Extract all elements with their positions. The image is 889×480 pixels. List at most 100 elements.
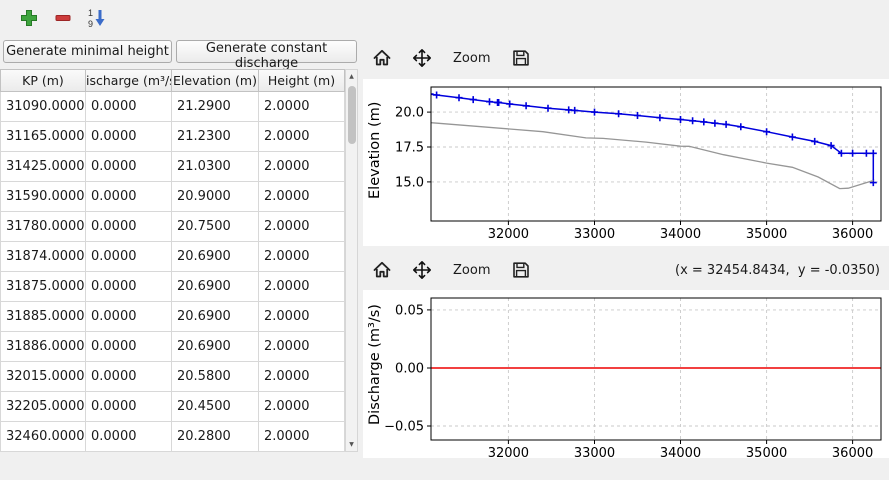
- table-cell-kp[interactable]: 32460.0000: [0, 422, 86, 452]
- svg-text:33000: 33000: [574, 446, 615, 458]
- table-cell-kp[interactable]: 31590.0000: [0, 182, 86, 212]
- home-button[interactable]: [368, 44, 396, 72]
- home-button[interactable]: [368, 256, 396, 284]
- table-cell-kp[interactable]: 31090.0000: [0, 92, 86, 122]
- svg-text:34000: 34000: [660, 446, 701, 458]
- table-row: 31165.0000 0.0000 21.2300 2.0000: [0, 122, 345, 152]
- table-cell-discharge[interactable]: 0.0000: [86, 152, 172, 182]
- table-cell-height[interactable]: 2.0000: [259, 92, 345, 122]
- table-cell-discharge[interactable]: 0.0000: [86, 422, 172, 452]
- table-cell-elevation[interactable]: 20.9000: [172, 182, 259, 212]
- table-cell-elevation[interactable]: 20.7500: [172, 212, 259, 242]
- table-cell-elevation[interactable]: 21.0300: [172, 152, 259, 182]
- table-cell-discharge[interactable]: 0.0000: [86, 392, 172, 422]
- column-header-discharge[interactable]: Discharge (m³/s): [86, 69, 172, 92]
- table-cell-elevation[interactable]: 20.6900: [172, 302, 259, 332]
- table-cell-height[interactable]: 2.0000: [259, 182, 345, 212]
- scroll-down-arrow-icon[interactable]: ▼: [349, 441, 354, 448]
- pan-button[interactable]: [408, 44, 436, 72]
- table-cell-discharge[interactable]: 0.0000: [86, 122, 172, 152]
- table-cell-height[interactable]: 2.0000: [259, 332, 345, 362]
- table-cell-height[interactable]: 2.0000: [259, 392, 345, 422]
- save-button[interactable]: [507, 44, 535, 72]
- svg-text:33000: 33000: [574, 227, 615, 242]
- table-cell-kp[interactable]: 32015.0000: [0, 362, 86, 392]
- svg-text:0.00: 0.00: [395, 362, 424, 377]
- add-row-button[interactable]: [16, 5, 42, 31]
- table-cell-discharge[interactable]: 0.0000: [86, 302, 172, 332]
- discharge-chart[interactable]: Discharge (m³/s) 32000 33000 34000 35000 360…: [363, 290, 889, 461]
- table-cell-height[interactable]: 2.0000: [259, 212, 345, 242]
- table-cell-height[interactable]: 2.0000: [259, 302, 345, 332]
- svg-text:35000: 35000: [746, 227, 787, 242]
- table-cell-kp[interactable]: 31425.0000: [0, 152, 86, 182]
- table-cell-elevation[interactable]: 20.4500: [172, 392, 259, 422]
- elevation-chart-canvas[interactable]: 32000 33000 34000 35000 36000 15.0 17.5 20.0: [363, 79, 889, 246]
- svg-text:9: 9: [88, 19, 93, 29]
- add-icon: [21, 10, 37, 26]
- table-cell-height[interactable]: 2.0000: [259, 152, 345, 182]
- remove-row-button[interactable]: [50, 5, 76, 31]
- scroll-up-arrow-icon[interactable]: ▲: [349, 73, 354, 80]
- table-scrollbar[interactable]: ▲ ▼: [345, 69, 358, 452]
- table-cell-kp[interactable]: 31874.0000: [0, 242, 86, 272]
- table-cell-elevation[interactable]: 20.5800: [172, 362, 259, 392]
- table-cell-elevation[interactable]: 20.6900: [172, 272, 259, 302]
- column-header-kp[interactable]: KP (m): [0, 69, 86, 92]
- table-cell-kp[interactable]: 31885.0000: [0, 302, 86, 332]
- table-cell-elevation[interactable]: 21.2300: [172, 122, 259, 152]
- svg-text:15.0: 15.0: [395, 175, 424, 190]
- table-cell-kp[interactable]: 31780.0000: [0, 212, 86, 242]
- table-cell-discharge[interactable]: 0.0000: [86, 182, 172, 212]
- table-cell-height[interactable]: 2.0000: [259, 272, 345, 302]
- discharge-chart-toolbar: Zoom: [368, 256, 535, 284]
- scrollbar-thumb[interactable]: [347, 86, 356, 144]
- table-cell-kp[interactable]: 32205.0000: [0, 392, 86, 422]
- home-icon: [373, 261, 391, 278]
- table-row: 32460.0000 0.0000 20.2800 2.0000: [0, 422, 345, 452]
- table-row: 31780.0000 0.0000 20.7500 2.0000: [0, 212, 345, 242]
- table-row: 32015.0000 0.0000 20.5800 2.0000: [0, 362, 345, 392]
- elevation-chart[interactable]: Elevation (m) 32000 33000 34000 35000 36000 1…: [363, 79, 889, 246]
- svg-text:1: 1: [88, 8, 93, 18]
- pan-button[interactable]: [408, 256, 436, 284]
- svg-text:20.0: 20.0: [395, 106, 424, 121]
- table-cell-elevation[interactable]: 20.6900: [172, 242, 259, 272]
- save-icon: [513, 50, 530, 66]
- sort-button[interactable]: 1 9: [84, 5, 110, 31]
- table-cell-discharge[interactable]: 0.0000: [86, 92, 172, 122]
- column-header-height[interactable]: Height (m): [259, 69, 345, 92]
- zoom-button[interactable]: Zoom: [453, 50, 491, 66]
- discharge-chart-canvas[interactable]: 32000 33000 34000 35000 36000 −0.05 0.00 0.05: [363, 290, 889, 461]
- table-cell-discharge[interactable]: 0.0000: [86, 332, 172, 362]
- table-cell-elevation[interactable]: 20.6900: [172, 332, 259, 362]
- discharge-axis-label: Discharge (m³/s): [367, 304, 383, 426]
- generate-minimal-height-button[interactable]: Generate minimal height: [3, 40, 172, 63]
- svg-text:32000: 32000: [488, 227, 529, 242]
- table-cell-discharge[interactable]: 0.0000: [86, 242, 172, 272]
- home-icon: [373, 49, 391, 66]
- svg-text:36000: 36000: [832, 446, 873, 458]
- table-cell-elevation[interactable]: 20.2800: [172, 422, 259, 452]
- table-cell-height[interactable]: 2.0000: [259, 242, 345, 272]
- generate-constant-discharge-button[interactable]: Generate constant discharge: [176, 40, 357, 71]
- table-cell-kp[interactable]: 31165.0000: [0, 122, 86, 152]
- column-header-elevation[interactable]: Elevation (m): [172, 69, 259, 92]
- cursor-coordinates-readout: (x = 32454.8434, y = -0.0350): [675, 263, 880, 278]
- table-row: 31090.0000 0.0000 21.2900 2.0000: [0, 92, 345, 122]
- table-cell-discharge[interactable]: 0.0000: [86, 362, 172, 392]
- table-cell-kp[interactable]: 31875.0000: [0, 272, 86, 302]
- svg-text:17.5: 17.5: [395, 141, 424, 156]
- table-cell-height[interactable]: 2.0000: [259, 422, 345, 452]
- save-button[interactable]: [507, 256, 535, 284]
- table-row: 31875.0000 0.0000 20.6900 2.0000: [0, 272, 345, 302]
- table-cell-discharge[interactable]: 0.0000: [86, 212, 172, 242]
- table-cell-height[interactable]: 2.0000: [259, 122, 345, 152]
- table-cell-elevation[interactable]: 21.2900: [172, 92, 259, 122]
- table-cell-height[interactable]: 2.0000: [259, 362, 345, 392]
- save-icon: [513, 262, 530, 278]
- svg-text:34000: 34000: [660, 227, 701, 242]
- zoom-button[interactable]: Zoom: [453, 262, 491, 278]
- table-cell-kp[interactable]: 31886.0000: [0, 332, 86, 362]
- table-cell-discharge[interactable]: 0.0000: [86, 272, 172, 302]
